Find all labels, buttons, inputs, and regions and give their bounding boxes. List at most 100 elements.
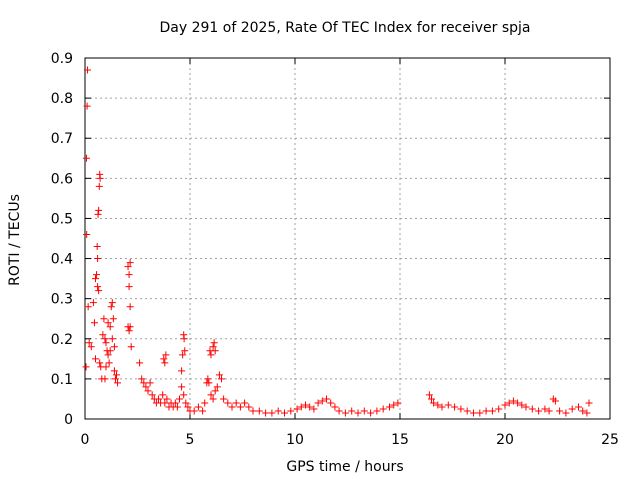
data-point xyxy=(211,387,219,395)
data-point xyxy=(171,399,179,407)
data-point xyxy=(302,401,309,409)
data-point xyxy=(204,375,212,383)
data-point xyxy=(110,343,118,351)
axis-ticks: 0 5 10 15 20 25 0 0.1 0.2 0.3 0.4 0.5 0.6 0.7 0.8 0.9 xyxy=(51,51,619,448)
data-point xyxy=(93,271,101,279)
data-point xyxy=(505,399,513,407)
data-point xyxy=(323,395,330,403)
x-tick-label: 15 xyxy=(391,432,409,448)
data-point xyxy=(111,375,119,383)
data-point xyxy=(161,359,169,367)
data-point xyxy=(451,403,459,411)
data-point xyxy=(268,409,276,417)
data-point xyxy=(232,399,240,407)
data-point xyxy=(90,319,98,327)
data-point xyxy=(160,355,168,363)
data-point xyxy=(379,405,387,413)
data-point xyxy=(236,403,244,411)
data-point xyxy=(144,387,152,395)
x-tick-label: 20 xyxy=(496,432,514,448)
data-point xyxy=(96,174,104,182)
data-point xyxy=(207,351,215,359)
data-point xyxy=(201,399,209,407)
data-point xyxy=(287,407,295,415)
data-point xyxy=(428,395,435,403)
data-point xyxy=(84,66,92,74)
data-point xyxy=(94,210,102,218)
y-tick-label: 0.1 xyxy=(51,372,73,388)
data-point xyxy=(180,391,188,399)
data-point xyxy=(568,405,576,413)
data-point xyxy=(522,403,530,411)
data-point xyxy=(518,401,526,409)
data-point xyxy=(199,407,207,415)
data-point xyxy=(89,299,97,307)
data-point xyxy=(509,397,517,405)
data-point xyxy=(179,351,187,359)
y-tick-label: 0.3 xyxy=(51,292,73,308)
data-point xyxy=(194,403,202,411)
data-point xyxy=(255,407,263,415)
data-point xyxy=(184,403,192,411)
data-point xyxy=(228,403,236,411)
y-tick-label: 0.8 xyxy=(51,91,73,107)
data-point xyxy=(125,271,133,279)
data-point xyxy=(95,287,103,295)
data-point xyxy=(94,283,102,291)
data-point xyxy=(126,323,134,331)
data-point xyxy=(155,395,162,403)
data-point xyxy=(161,399,169,407)
data-point xyxy=(100,315,108,323)
data-point xyxy=(327,399,335,407)
data-point xyxy=(126,259,134,267)
data-point xyxy=(136,359,144,367)
data-point xyxy=(87,343,95,351)
data-point xyxy=(579,407,587,415)
data-point xyxy=(341,409,349,417)
data-point xyxy=(218,375,225,383)
x-tick-label: 0 xyxy=(81,432,90,448)
data-point xyxy=(360,407,368,415)
data-point xyxy=(434,401,442,409)
data-point xyxy=(215,371,223,379)
data-point xyxy=(209,343,217,351)
data-point xyxy=(138,375,146,383)
data-point xyxy=(102,363,110,371)
data-point xyxy=(335,407,343,415)
data-point xyxy=(83,102,91,110)
data-point xyxy=(95,206,103,214)
data-point xyxy=(104,351,112,359)
data-point xyxy=(249,407,257,415)
data-point xyxy=(463,407,471,415)
data-point xyxy=(551,397,559,405)
data-point xyxy=(390,401,398,409)
data-point xyxy=(148,391,156,399)
data-point xyxy=(241,399,249,407)
y-tick-label: 0 xyxy=(64,412,73,428)
data-point xyxy=(545,407,553,415)
y-tick-label: 0.5 xyxy=(51,211,73,227)
data-point xyxy=(528,405,536,413)
data-point xyxy=(95,182,103,190)
data-point xyxy=(96,359,104,367)
data-point xyxy=(293,405,301,413)
data-point xyxy=(444,401,452,409)
data-point xyxy=(162,351,170,359)
data-point xyxy=(354,409,362,417)
data-point xyxy=(102,339,110,347)
y-tick-label: 0.6 xyxy=(51,171,73,187)
x-tick-label: 5 xyxy=(186,432,195,448)
data-point xyxy=(85,339,93,347)
data-point xyxy=(205,379,213,387)
data-point xyxy=(245,403,253,411)
y-tick-label: 0.4 xyxy=(51,252,73,268)
data-point xyxy=(178,383,186,391)
data-point xyxy=(495,405,503,413)
data-point xyxy=(178,367,186,375)
data-point xyxy=(470,409,477,417)
data-point xyxy=(262,409,270,417)
data-point xyxy=(126,303,134,311)
data-point xyxy=(101,375,109,383)
data-point xyxy=(556,407,564,415)
data-point xyxy=(488,407,496,415)
